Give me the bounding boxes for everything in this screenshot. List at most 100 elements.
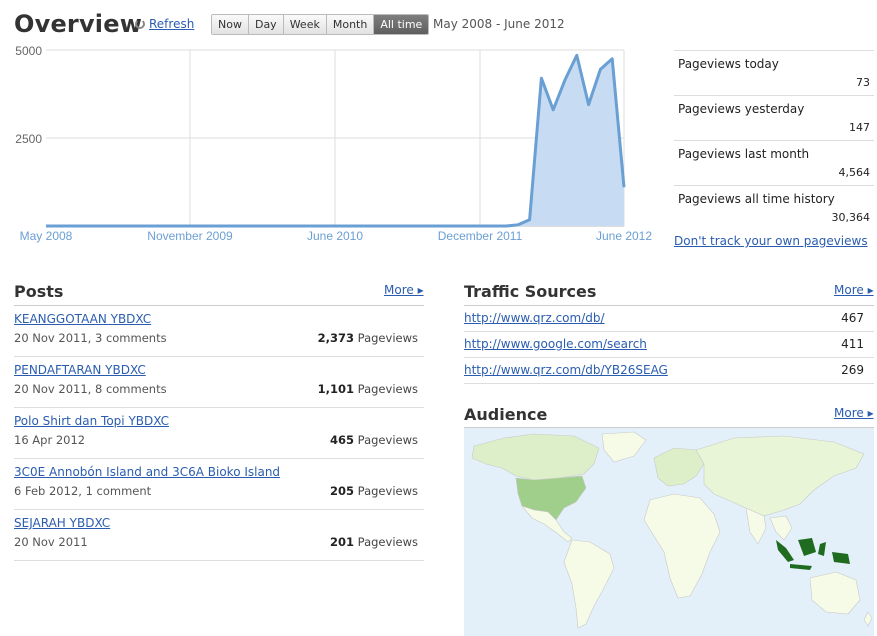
traffic-source-link[interactable]: http://www.qrz.com/db/ [464, 311, 605, 325]
divider [464, 305, 874, 306]
map-south-america [563, 539, 615, 629]
y-tick-label: 5000 [15, 44, 42, 58]
map-greenland [601, 431, 647, 463]
post-title-link[interactable]: PENDAFTARAN YBDXC [14, 363, 146, 377]
date-range-label: May 2008 - June 2012 [433, 17, 565, 31]
views-suffix: Pageviews [357, 433, 418, 447]
refresh-label[interactable]: Refresh [149, 17, 195, 31]
post-title-link[interactable]: SEJARAH YBDXC [14, 516, 111, 530]
views-suffix: Pageviews [357, 382, 418, 396]
map-central-america [521, 505, 573, 543]
post-row: KEANGGOTAAN YBDXC 20 Nov 2011, 3 comment… [14, 306, 424, 357]
chart-series-line [46, 53, 626, 228]
posts-more-link[interactable]: More ▸ [384, 283, 424, 297]
traffic-source-row: http://www.qrz.com/db/ 467 [464, 306, 874, 332]
range-day-button[interactable]: Day [248, 15, 284, 34]
stat-row: Pageviews yesterday 147 [674, 95, 874, 140]
post-row: Polo Shirt dan Topi YBDXC 16 Apr 2012 46… [14, 408, 424, 459]
time-range-selector: Now Day Week Month All time [211, 14, 430, 35]
dont-track-link[interactable]: Don't track your own pageviews [674, 234, 868, 248]
range-month-button[interactable]: Month [326, 15, 375, 34]
divider [14, 305, 424, 306]
stat-value: 30,364 [831, 211, 871, 224]
post-views-count: 201 [330, 535, 355, 549]
map-indonesia-java [790, 564, 812, 570]
refresh-icon [135, 19, 145, 29]
views-suffix: Pageviews [357, 331, 418, 345]
post-pageviews: 205 Pageviews [330, 484, 418, 498]
views-suffix: Pageviews [357, 535, 418, 549]
x-tick-label: May 2008 [20, 229, 73, 243]
views-suffix: Pageviews [357, 484, 418, 498]
audience-heading: Audience [464, 405, 548, 424]
stat-value: 73 [856, 76, 870, 89]
stat-label: Pageviews last month [678, 147, 810, 161]
traffic-source-row: http://www.google.com/search 411 [464, 332, 874, 358]
page-title: Overview [14, 10, 143, 38]
posts-heading: Posts [14, 282, 64, 301]
post-pageviews: 201 Pageviews [330, 535, 418, 549]
divider [464, 427, 874, 428]
stat-label: Pageviews today [678, 57, 779, 71]
map-indonesia-sumatra [776, 540, 794, 562]
x-tick-label: June 2012 [596, 229, 652, 243]
chart-area-fill [46, 55, 624, 226]
audience-world-map[interactable] [464, 428, 874, 636]
map-africa [643, 493, 721, 599]
post-views-count: 2,373 [317, 331, 355, 345]
post-row: SEJARAH YBDXC 20 Nov 2011 201 Pageviews [14, 510, 424, 561]
map-asia [695, 435, 865, 517]
map-new-zealand [863, 611, 873, 627]
post-title-link[interactable]: Polo Shirt dan Topi YBDXC [14, 414, 169, 428]
stat-label: Pageviews all time history [678, 192, 835, 206]
map-australia [809, 571, 861, 615]
traffic-sources-heading: Traffic Sources [464, 282, 597, 301]
post-meta: 20 Nov 2011 [14, 535, 88, 549]
traffic-source-count: 269 [841, 363, 864, 377]
stat-row: Pageviews today 73 [674, 50, 874, 95]
post-views-count: 465 [330, 433, 355, 447]
post-views-count: 205 [330, 484, 355, 498]
map-southeast-asia [769, 515, 793, 541]
stat-row: Pageviews all time history 30,364 [674, 185, 874, 230]
map-indonesia-borneo [798, 538, 816, 556]
map-india [745, 507, 767, 545]
pageviews-chart: 5000 2500 May 2008 November 2009 June 20… [15, 44, 652, 243]
post-meta: 20 Nov 2011, 3 comments [14, 331, 167, 345]
post-pageviews: 2,373 Pageviews [318, 331, 418, 345]
post-views-count: 1,101 [317, 382, 355, 396]
x-tick-label: June 2010 [307, 229, 363, 243]
post-row: 3C0E Annobón Island and 3C6A Bioko Islan… [14, 459, 424, 510]
post-pageviews: 465 Pageviews [330, 433, 418, 447]
range-week-button[interactable]: Week [283, 15, 327, 34]
traffic-more-link[interactable]: More ▸ [834, 283, 874, 297]
traffic-source-count: 411 [841, 337, 864, 351]
post-meta: 20 Nov 2011, 8 comments [14, 382, 167, 396]
stat-value: 4,564 [838, 166, 871, 179]
range-all-time-button[interactable]: All time [374, 15, 429, 34]
map-indonesia-sulawesi [818, 542, 826, 556]
traffic-source-count: 467 [841, 311, 864, 325]
post-title-link[interactable]: 3C0E Annobón Island and 3C6A Bioko Islan… [14, 465, 281, 479]
y-tick-label: 2500 [15, 132, 42, 146]
traffic-source-link[interactable]: http://www.qrz.com/db/YB26SEAG [464, 363, 668, 377]
post-meta: 6 Feb 2012, 1 comment [14, 484, 152, 498]
traffic-source-row: http://www.qrz.com/db/YB26SEAG 269 [464, 358, 874, 384]
traffic-source-link[interactable]: http://www.google.com/search [464, 337, 647, 351]
stat-value: 147 [849, 121, 870, 134]
stat-label: Pageviews yesterday [678, 102, 805, 116]
stat-row: Pageviews last month 4,564 [674, 140, 874, 185]
range-now-button[interactable]: Now [212, 15, 249, 34]
post-row: PENDAFTARAN YBDXC 20 Nov 2011, 8 comment… [14, 357, 424, 408]
map-indonesia-papua [832, 552, 850, 564]
audience-more-link[interactable]: More ▸ [834, 406, 874, 420]
refresh-button[interactable]: Refresh [135, 17, 194, 31]
x-tick-label: December 2011 [438, 229, 523, 243]
map-europe [653, 447, 705, 487]
pageview-stats: Pageviews today 73 Pageviews yesterday 1… [674, 50, 874, 230]
post-title-link[interactable]: KEANGGOTAAN YBDXC [14, 312, 152, 326]
map-canada [471, 433, 600, 481]
x-tick-label: November 2009 [147, 229, 233, 243]
post-pageviews: 1,101 Pageviews [318, 382, 418, 396]
post-meta: 16 Apr 2012 [14, 433, 86, 447]
